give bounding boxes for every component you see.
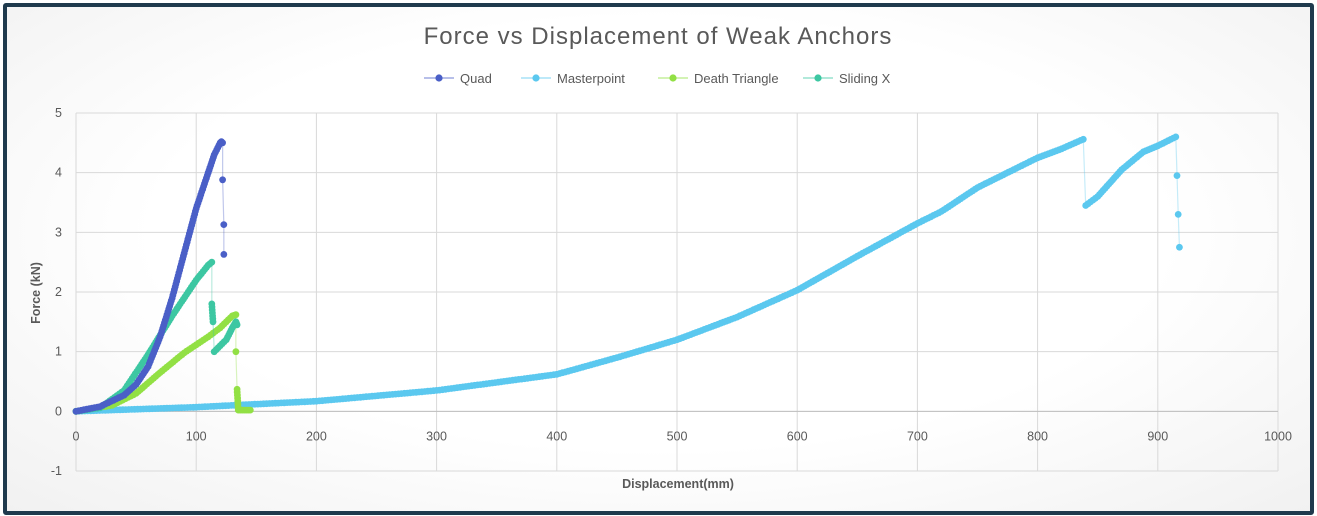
- y-tick-label: 0: [55, 404, 62, 418]
- legend-marker: [669, 74, 677, 82]
- data-point: [1079, 135, 1087, 143]
- data-point: [219, 139, 227, 147]
- x-tick-label: 1000: [1264, 429, 1292, 443]
- data-point: [1172, 133, 1180, 141]
- data-point: [1176, 243, 1183, 251]
- x-tick-label: 300: [426, 429, 447, 443]
- x-tick-label: 400: [546, 429, 567, 443]
- plot-area: [72, 133, 1183, 415]
- y-tick-label: 3: [55, 225, 62, 239]
- legend-item: Sliding X: [803, 71, 891, 86]
- y-tick-label: -1: [51, 464, 62, 478]
- series-quad: [72, 138, 228, 415]
- series-masterpoint: [72, 133, 1183, 415]
- data-point: [1174, 211, 1182, 218]
- data-point: [208, 258, 216, 266]
- legend-item: Masterpoint: [521, 71, 625, 86]
- data-point: [246, 406, 254, 414]
- x-tick-label: 900: [1147, 429, 1168, 443]
- x-tick-label: 200: [306, 429, 327, 443]
- data-point: [233, 321, 241, 329]
- y-tick-labels: -1 0 1 2 3 4 5: [51, 106, 62, 478]
- data-point: [209, 318, 217, 326]
- x-axis-label: Displacement(mm): [622, 477, 734, 491]
- y-tick-label: 5: [55, 106, 62, 120]
- legend-marker: [814, 74, 822, 82]
- legend-label: Death Triangle: [694, 71, 779, 86]
- y-tick-label: 4: [55, 166, 62, 180]
- legend-label: Masterpoint: [557, 71, 625, 86]
- y-tick-label: 2: [55, 285, 62, 299]
- y-axis-label: Force (kN): [29, 262, 43, 324]
- x-tick-label: 100: [186, 429, 207, 443]
- x-tick-label: 600: [787, 429, 808, 443]
- series-line: [75, 135, 1181, 412]
- legend-item: Quad: [424, 71, 492, 86]
- legend-label: Quad: [460, 71, 492, 86]
- data-point: [232, 348, 240, 356]
- legend-label: Sliding X: [839, 71, 891, 86]
- data-point: [1173, 172, 1181, 180]
- series-sliding-x: [72, 258, 241, 415]
- x-tick-label: 0: [73, 429, 80, 443]
- chart-frame: [3, 3, 1314, 515]
- gridlines: [75, 112, 1279, 472]
- data-point: [219, 176, 227, 184]
- x-tick-labels: 0 100 200 300 400 500 600 700 800 900 1000: [73, 429, 1292, 443]
- x-tick-label: 800: [1027, 429, 1048, 443]
- chart-title: Force vs Displacement of Weak Anchors: [424, 23, 893, 50]
- legend-marker: [532, 74, 540, 82]
- data-point: [220, 251, 228, 258]
- x-tick-label: 500: [667, 429, 688, 443]
- data-point: [232, 311, 240, 319]
- data-point: [220, 221, 228, 229]
- legend: Quad Masterpoint Death Triangle Sliding X: [424, 71, 891, 86]
- legend-item: Death Triangle: [658, 71, 779, 86]
- x-tick-label: 700: [907, 429, 928, 443]
- y-tick-label: 1: [55, 345, 62, 359]
- legend-marker: [435, 74, 443, 82]
